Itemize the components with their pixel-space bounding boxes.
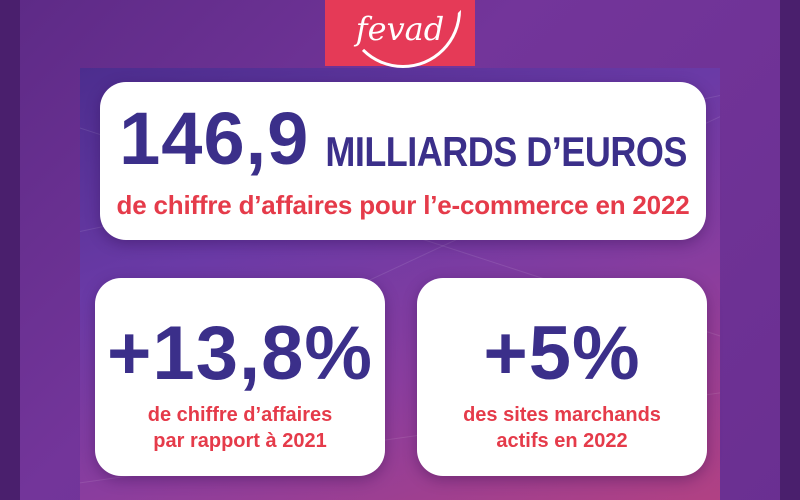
headline-unit: MILLIARDS D’EUROS	[325, 127, 687, 175]
left-border	[0, 0, 20, 500]
headline-figure: 146,9 MILLIARDS D’EUROS	[100, 96, 706, 181]
logo-text: fevad	[355, 10, 445, 48]
stat-card-active-sites: +5% des sites marchands actifs en 2022	[417, 278, 707, 476]
stat-caption-line: des sites marchands	[463, 404, 661, 426]
headline-card: 146,9 MILLIARDS D’EUROS de chiffre d’aff…	[100, 82, 706, 240]
stat-caption-line: de chiffre d’affaires	[147, 404, 333, 426]
stat-caption: de chiffre d’affaires par rapport à 2021	[95, 402, 385, 454]
right-border	[780, 0, 800, 500]
stat-card-revenue-growth: +13,8% de chiffre d’affaires par rapport…	[95, 278, 385, 476]
stat-caption-line: par rapport à 2021	[153, 430, 327, 452]
stat-value: +5%	[483, 311, 641, 396]
stat-caption: des sites marchands actifs en 2022	[417, 402, 707, 454]
fevad-logo: fevad	[325, 0, 475, 68]
stat-caption-line: actifs en 2022	[496, 430, 628, 452]
stat-value: +13,8%	[107, 311, 373, 396]
headline-caption: de chiffre d’affaires pour l’e-commerce …	[116, 190, 690, 220]
headline-value: 146,9	[119, 97, 310, 180]
